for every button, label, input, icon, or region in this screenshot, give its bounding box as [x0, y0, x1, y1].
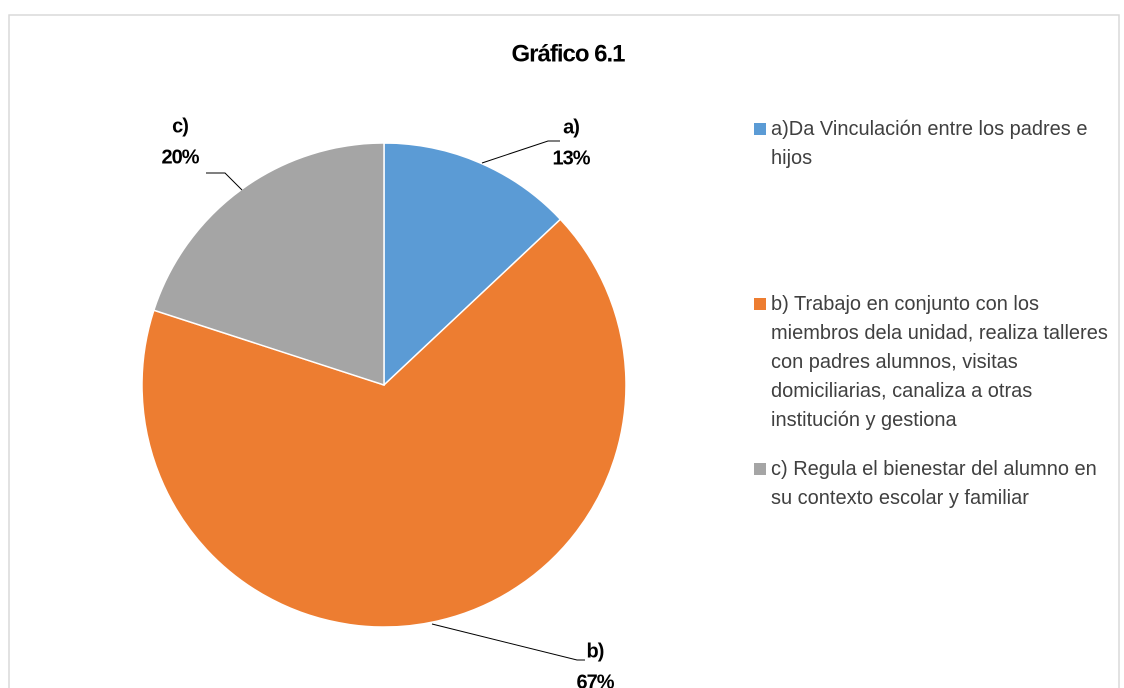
legend-swatch [754, 298, 766, 310]
chart-title: Gráfico 6.1 [511, 40, 625, 67]
value-label: 13% [552, 147, 590, 169]
legend-label: c) Regula el bienestar del alumno en su … [771, 458, 1097, 509]
pie-slice [383, 142, 562, 387]
leader-line [206, 172, 243, 191]
legend-item: a)Da Vinculación entre los padres e hijo… [754, 115, 1120, 173]
value-label: 20% [161, 146, 199, 168]
legend-item: c) Regula el bienestar del alumno en su … [754, 455, 1120, 513]
legend-label: a)Da Vinculación entre los padres e hijo… [771, 118, 1088, 169]
slice-label: b) [587, 640, 604, 662]
leader-line [431, 623, 585, 661]
slice-label: a) [563, 116, 579, 138]
legend-label: b) Trabajo en conjunto con los miembros … [771, 293, 1108, 431]
value-label: 67% [576, 671, 614, 688]
legend-item: b) Trabajo en conjunto con los miembros … [754, 290, 1120, 435]
leader-line [481, 140, 560, 164]
legend-swatch [754, 123, 766, 135]
legend-swatch [754, 463, 766, 475]
slice-label: c) [172, 115, 188, 137]
pie-slice [141, 218, 627, 628]
